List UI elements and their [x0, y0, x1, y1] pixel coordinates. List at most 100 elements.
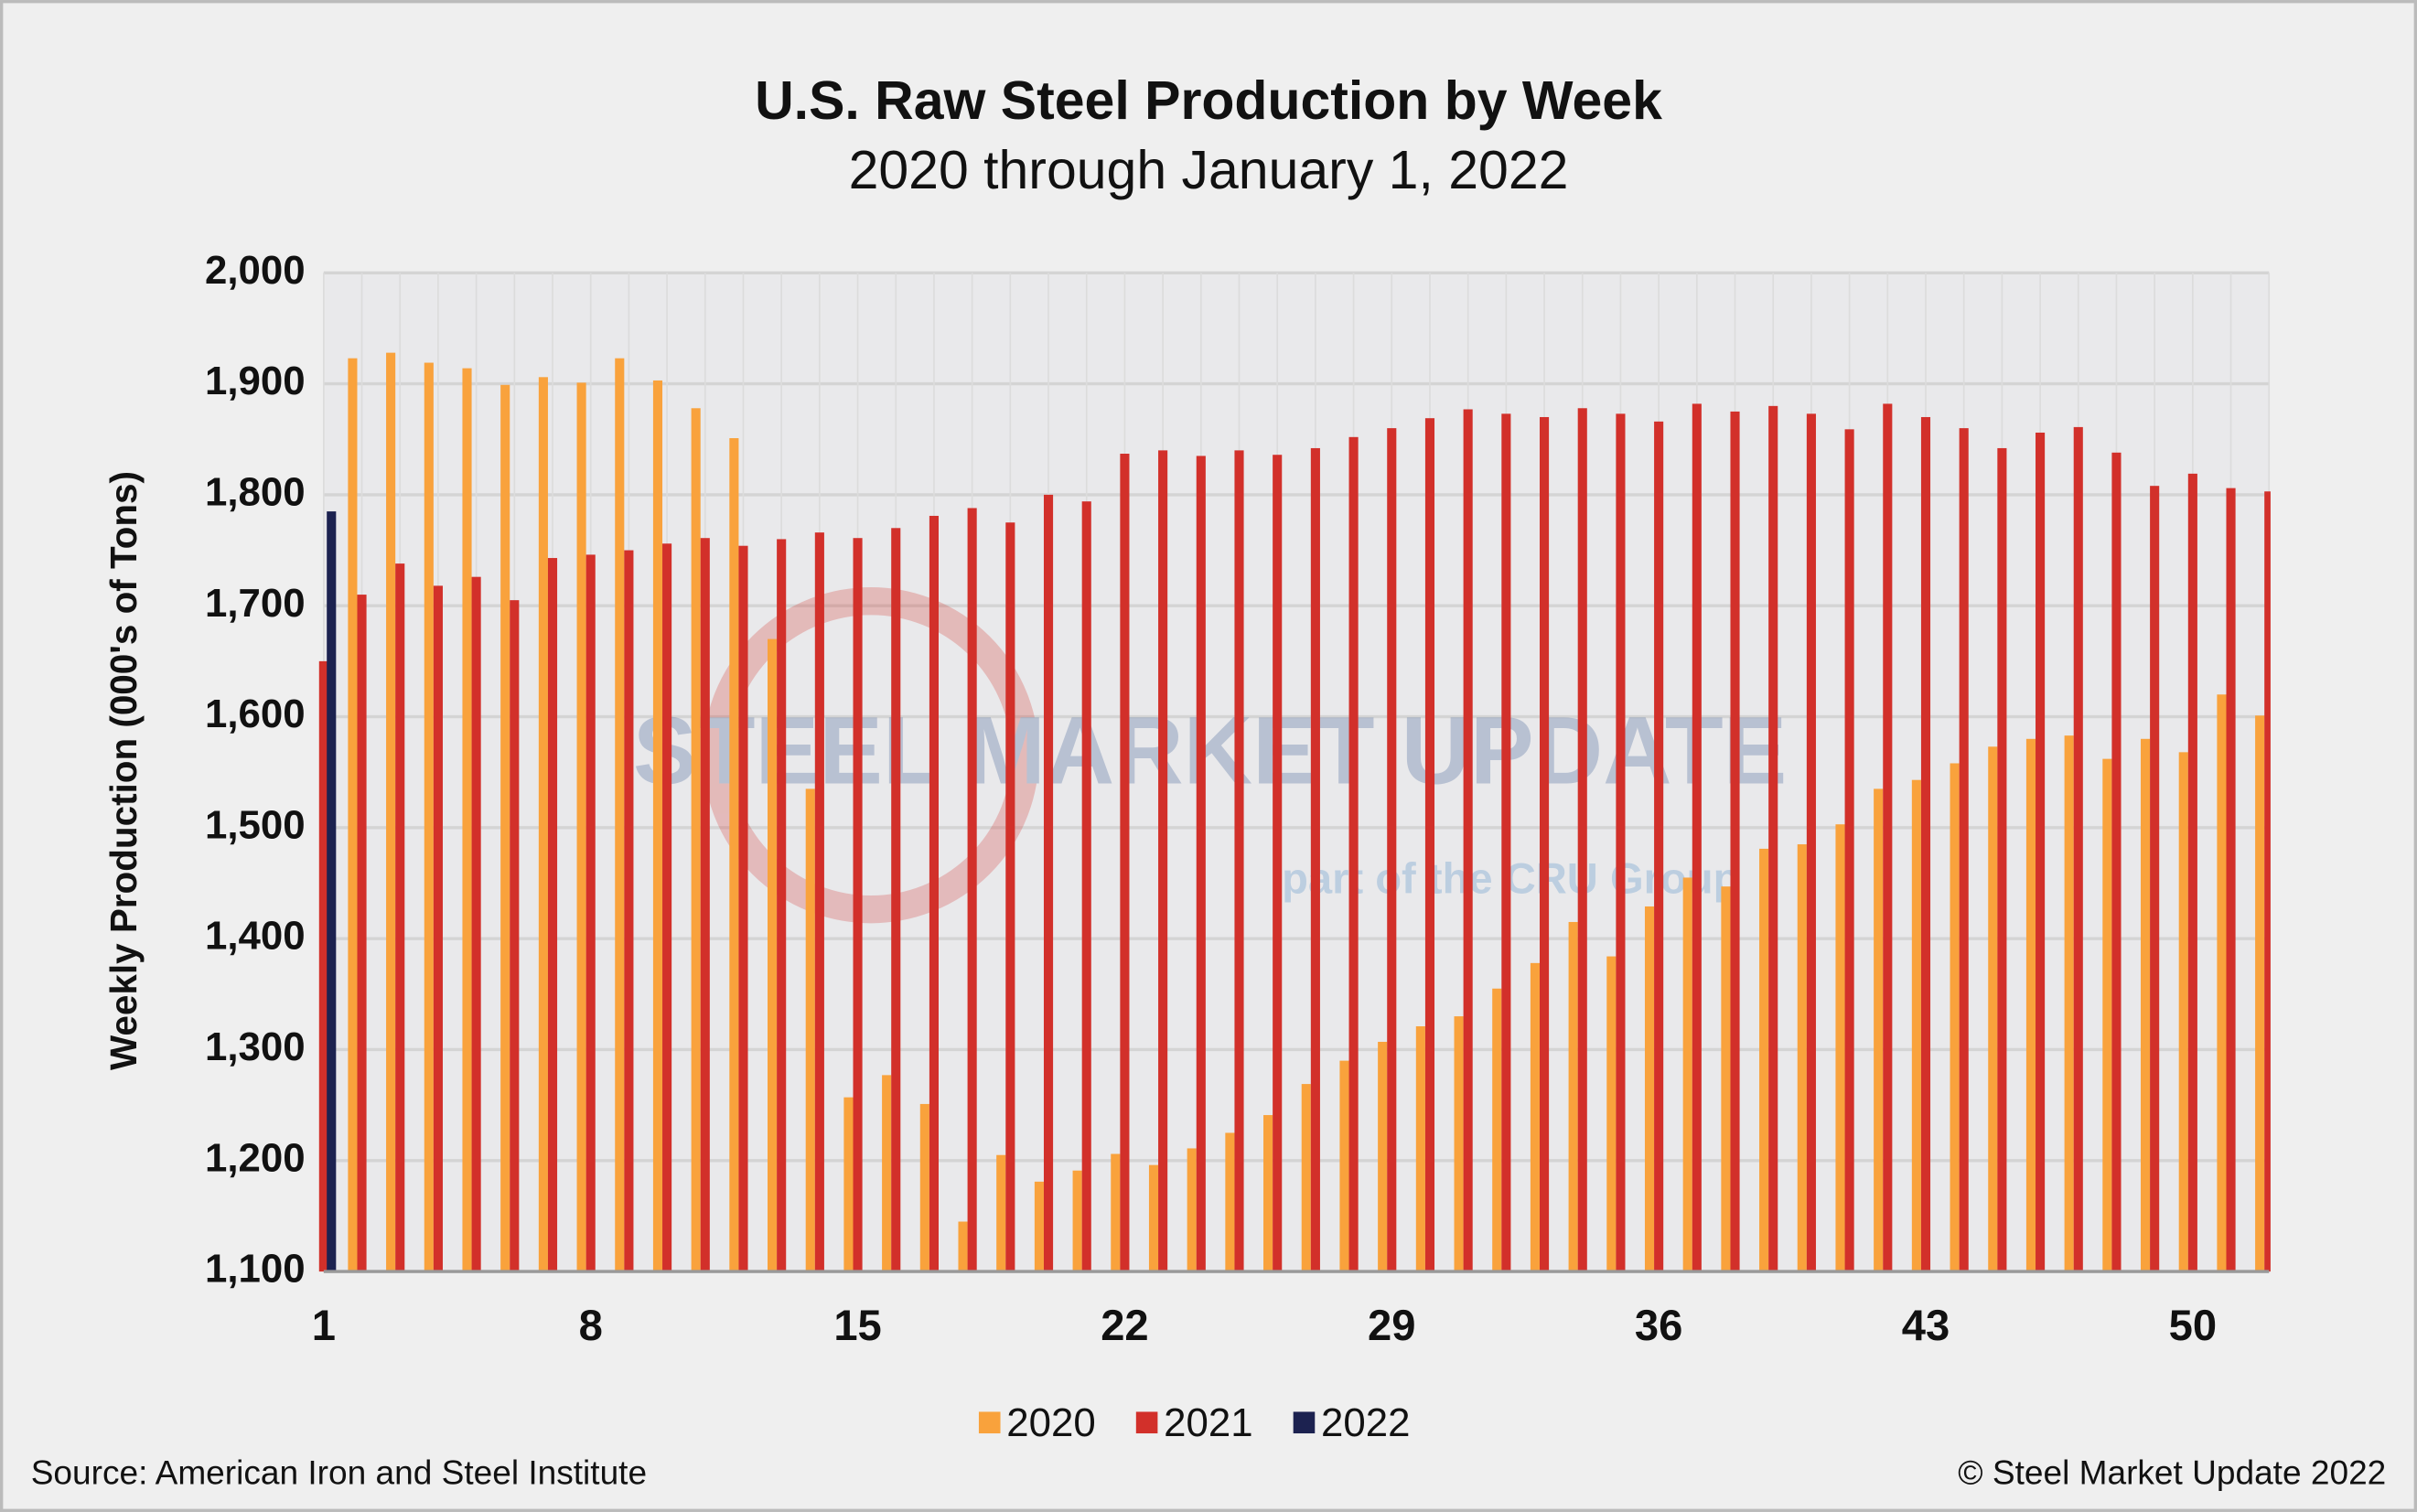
- bar: [768, 638, 778, 1272]
- y-tick-label: 1,700: [205, 581, 306, 626]
- bar: [2102, 758, 2112, 1272]
- bar: [1120, 454, 1130, 1272]
- bar: [853, 538, 863, 1272]
- bar: [958, 1221, 968, 1272]
- bar: [700, 538, 710, 1272]
- bar: [1081, 501, 1091, 1272]
- bar: [1273, 455, 1283, 1272]
- bar: [2178, 752, 2188, 1272]
- bar: [805, 788, 815, 1272]
- bar: [1568, 921, 1578, 1272]
- bar: [1072, 1170, 1082, 1272]
- bar: [1415, 1026, 1425, 1272]
- bar: [2217, 694, 2227, 1272]
- x-tick-label: 1: [312, 1301, 336, 1349]
- bar: [500, 384, 510, 1272]
- bar: [327, 511, 337, 1272]
- bar: [1463, 409, 1473, 1272]
- bar: [585, 554, 596, 1272]
- bar: [1616, 413, 1626, 1272]
- bar: [624, 550, 634, 1272]
- bar: [357, 595, 367, 1272]
- watermark-logo: [703, 586, 1039, 924]
- y-tick-label: 2,000: [205, 248, 306, 293]
- bar: [1692, 403, 1702, 1272]
- bar: [2187, 473, 2197, 1272]
- y-tick-label: 1,400: [205, 914, 306, 959]
- bar: [510, 600, 520, 1272]
- bar: [1539, 416, 1550, 1272]
- bar: [1797, 844, 1807, 1272]
- y-tick-label: 1,300: [205, 1024, 306, 1069]
- legend-swatch: [978, 1411, 1001, 1434]
- copyright-note: © Steel Market Update 2022: [1958, 1453, 2386, 1491]
- bars: [318, 352, 2271, 1272]
- bar: [882, 1075, 892, 1272]
- x-tick-label: 8: [579, 1301, 603, 1349]
- y-tick-label: 1,600: [205, 692, 306, 736]
- bar: [2150, 486, 2160, 1272]
- bar: [1759, 848, 1769, 1272]
- bar: [1148, 1164, 1159, 1272]
- bar: [1263, 1115, 1273, 1272]
- bar: [1920, 416, 1931, 1272]
- bar: [1606, 956, 1617, 1272]
- bar: [1111, 1153, 1121, 1272]
- bar: [729, 438, 739, 1272]
- legend-label: 2021: [1164, 1400, 1252, 1445]
- x-tick-label: 29: [1368, 1301, 1415, 1349]
- bar: [2073, 426, 2083, 1272]
- bar: [843, 1097, 854, 1272]
- bar: [1339, 1060, 1349, 1272]
- bar: [996, 1154, 1006, 1272]
- legend-swatch: [1293, 1411, 1316, 1434]
- bar: [1988, 746, 1998, 1272]
- bar: [2064, 735, 2074, 1272]
- bar: [777, 539, 787, 1272]
- x-tick-label: 43: [1902, 1301, 1950, 1349]
- bar: [318, 660, 328, 1272]
- bar: [1492, 988, 1502, 1272]
- bar: [1158, 450, 1168, 1272]
- bar: [662, 543, 672, 1272]
- bar: [2140, 738, 2151, 1272]
- bar: [538, 377, 548, 1272]
- bar: [1424, 418, 1435, 1272]
- bar: [433, 585, 443, 1272]
- bar: [814, 532, 824, 1272]
- y-tick-label: 1,800: [205, 469, 306, 514]
- bar: [2255, 715, 2265, 1272]
- bar: [1911, 779, 1921, 1272]
- bar: [967, 508, 977, 1272]
- bar: [2025, 738, 2036, 1272]
- bar: [1835, 824, 1845, 1272]
- bar: [2226, 488, 2236, 1272]
- bar: [738, 545, 748, 1272]
- x-tick-label: 36: [1635, 1301, 1682, 1349]
- bar: [547, 558, 558, 1272]
- bar: [1844, 429, 1854, 1272]
- bar: [1387, 428, 1397, 1272]
- plot-area: [323, 273, 2270, 1272]
- bar: [1501, 413, 1511, 1272]
- bar: [2036, 432, 2046, 1272]
- bar: [1310, 447, 1320, 1272]
- bar: [1225, 1132, 1235, 1272]
- bar: [1378, 1041, 1388, 1272]
- bar: [1654, 421, 1664, 1272]
- bar: [1454, 1016, 1464, 1272]
- legend-swatch: [1135, 1411, 1158, 1434]
- bar: [1577, 408, 1587, 1272]
- bar: [1348, 436, 1359, 1272]
- x-tick-label: 15: [833, 1301, 881, 1349]
- bar: [576, 382, 586, 1272]
- bar: [1950, 763, 1960, 1272]
- bar: [1301, 1084, 1311, 1272]
- chart-title: U.S. Raw Steel Production by Week: [755, 71, 1662, 131]
- bar: [386, 352, 396, 1272]
- y-tick-label: 1,100: [205, 1247, 306, 1292]
- x-tick-label: 22: [1101, 1301, 1148, 1349]
- bar: [1043, 494, 1054, 1272]
- bar: [395, 563, 405, 1272]
